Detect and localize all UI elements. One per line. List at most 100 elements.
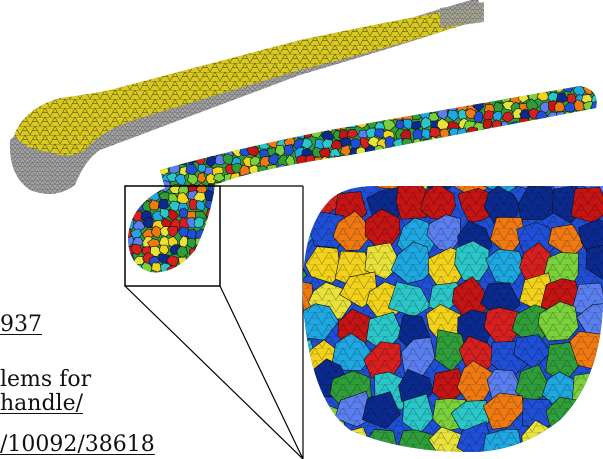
grain-cell	[375, 173, 387, 185]
grain-cell	[192, 254, 206, 266]
grain-cell	[502, 162, 514, 176]
grain-cell	[409, 167, 423, 179]
grain-cell	[457, 137, 469, 148]
grain-cell	[421, 74, 430, 84]
grain-cell	[381, 99, 394, 112]
grain-cell	[439, 146, 451, 159]
grain-cell	[238, 199, 250, 212]
zoom-source-box	[124, 185, 221, 287]
grain-cell	[403, 171, 416, 184]
grain-cell	[511, 156, 524, 169]
grain-cell	[437, 138, 450, 150]
grain-cell	[132, 137, 143, 148]
text-fragment-3[interactable]: handle/	[0, 391, 84, 416]
grain-cell	[274, 192, 287, 205]
grain-cell	[251, 193, 263, 204]
grain-cell	[250, 103, 260, 115]
grain-cell	[304, 113, 316, 124]
grain-cell	[302, 86, 314, 87]
grain-cell	[283, 118, 295, 130]
grain-cell	[195, 200, 206, 212]
grain-cell	[519, 173, 532, 187]
grain-cell	[412, 86, 425, 95]
grain-cell	[346, 129, 359, 139]
grain-cell	[373, 101, 387, 113]
grain-cell	[509, 121, 522, 132]
grain-cell-zoomed	[420, 185, 465, 191]
grain-cell	[403, 86, 416, 93]
grain-cell	[112, 183, 122, 194]
grain-cell	[501, 86, 514, 98]
grain-cell	[204, 110, 218, 121]
grain-cell-zoomed	[302, 255, 308, 287]
grain-cell	[471, 91, 484, 105]
grain-cell	[363, 86, 376, 88]
grain-cell	[170, 271, 181, 273]
grain-cell	[114, 145, 124, 156]
grain-cell	[268, 174, 280, 185]
grain-cell	[521, 138, 532, 150]
grain-cell	[508, 86, 521, 96]
grain-cell	[115, 174, 125, 184]
grain-cell	[519, 127, 531, 138]
grain-cell	[128, 198, 135, 210]
grain-cell	[229, 172, 242, 184]
grain-cell	[510, 164, 522, 176]
grain-cell	[498, 155, 511, 166]
grain-cell	[195, 137, 208, 150]
grain-cell	[265, 109, 277, 122]
grain-cell	[188, 147, 201, 160]
grain-cell	[347, 86, 361, 95]
grain-cell	[151, 262, 164, 273]
text-fragment-4[interactable]: /10092/38618	[0, 432, 155, 457]
grain-cell	[575, 137, 586, 149]
grain-cell	[273, 209, 287, 222]
grain-cell	[358, 109, 370, 121]
grain-cell	[337, 155, 349, 166]
grain-cell	[177, 273, 189, 284]
grain-cell	[239, 219, 253, 231]
grain-cell	[140, 147, 153, 160]
grain-cell	[250, 172, 262, 185]
zoom-connector-diag	[124, 285, 304, 459]
grain-cell	[255, 253, 269, 265]
grain-cell	[491, 86, 503, 88]
grain-cell	[557, 76, 567, 86]
grain-cell	[115, 257, 125, 267]
grain-cell	[266, 101, 279, 116]
grain-cell	[545, 118, 557, 129]
grain-cell	[285, 172, 298, 183]
grain-cell	[277, 164, 288, 177]
grain-cell	[331, 86, 344, 87]
grain-cell	[429, 127, 442, 138]
grain-cell	[509, 127, 523, 138]
grain-cell	[233, 201, 245, 214]
grain-cell	[574, 110, 587, 121]
grain-cell	[455, 155, 467, 167]
grain-cell	[293, 182, 307, 194]
grain-cell	[230, 191, 242, 202]
grain-cell	[321, 75, 330, 84]
grain-cell	[384, 171, 397, 184]
grain-cell-zoomed	[368, 185, 408, 190]
grain-cell	[276, 244, 288, 256]
grain-cell	[205, 173, 217, 185]
grain-cell	[160, 136, 172, 148]
grain-cell	[482, 86, 494, 96]
grain-cell	[519, 117, 531, 129]
grain-cell	[321, 166, 333, 177]
grain-cell	[114, 226, 124, 236]
grain-cell	[277, 264, 288, 273]
grain-cell	[393, 163, 404, 174]
grain-cell	[284, 93, 296, 106]
grain-cell	[246, 245, 260, 257]
grain-cell	[277, 118, 289, 130]
grain-cell	[446, 93, 459, 104]
grain-cell	[484, 145, 496, 157]
top-femur-gold-surface	[14, 5, 484, 156]
grain-cell	[189, 275, 198, 285]
grain-cell	[445, 174, 457, 184]
grain-cell	[592, 174, 597, 186]
grain-cell	[204, 244, 216, 256]
grain-cell	[571, 155, 584, 168]
